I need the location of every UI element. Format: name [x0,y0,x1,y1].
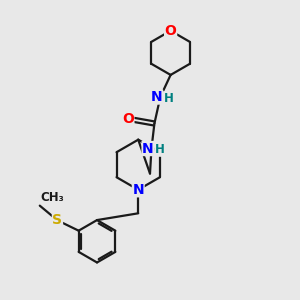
Text: S: S [52,213,62,227]
Text: N: N [142,142,154,155]
Text: N: N [132,183,144,197]
Text: H: H [164,92,173,105]
Text: N: N [151,90,163,104]
Text: O: O [122,112,134,126]
Text: O: O [165,24,176,38]
Text: CH₃: CH₃ [40,190,64,204]
Text: H: H [155,143,165,156]
